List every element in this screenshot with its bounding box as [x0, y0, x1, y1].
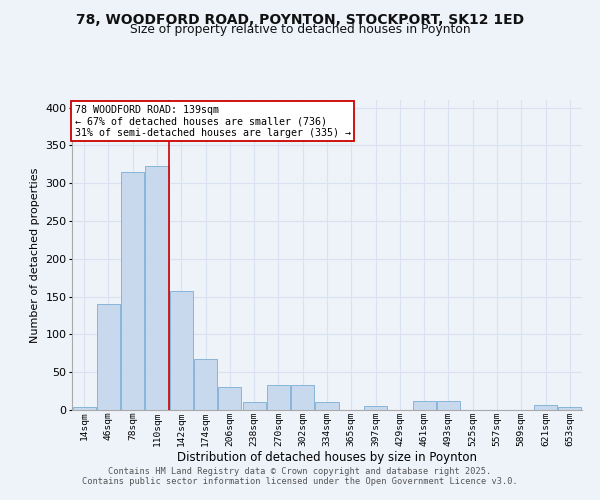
Text: Contains public sector information licensed under the Open Government Licence v3: Contains public sector information licen…: [82, 477, 518, 486]
Bar: [413, 401, 436, 410]
Bar: [145, 166, 169, 410]
Bar: [291, 385, 314, 410]
Bar: [121, 172, 144, 410]
Text: 78 WOODFORD ROAD: 139sqm
← 67% of detached houses are smaller (736)
31% of semi-: 78 WOODFORD ROAD: 139sqm ← 67% of detach…: [74, 104, 350, 138]
Bar: [316, 402, 338, 410]
Bar: [534, 404, 557, 410]
Y-axis label: Number of detached properties: Number of detached properties: [30, 168, 40, 342]
Bar: [559, 407, 581, 410]
Bar: [218, 388, 241, 410]
Text: Size of property relative to detached houses in Poynton: Size of property relative to detached ho…: [130, 24, 470, 36]
Bar: [73, 407, 95, 410]
Bar: [194, 358, 217, 410]
X-axis label: Distribution of detached houses by size in Poynton: Distribution of detached houses by size …: [177, 452, 477, 464]
Bar: [170, 290, 193, 410]
Bar: [267, 385, 290, 410]
Bar: [97, 304, 120, 410]
Bar: [364, 406, 387, 410]
Bar: [437, 401, 460, 410]
Text: Contains HM Land Registry data © Crown copyright and database right 2025.: Contains HM Land Registry data © Crown c…: [109, 467, 491, 476]
Text: 78, WOODFORD ROAD, POYNTON, STOCKPORT, SK12 1ED: 78, WOODFORD ROAD, POYNTON, STOCKPORT, S…: [76, 12, 524, 26]
Bar: [242, 402, 266, 410]
